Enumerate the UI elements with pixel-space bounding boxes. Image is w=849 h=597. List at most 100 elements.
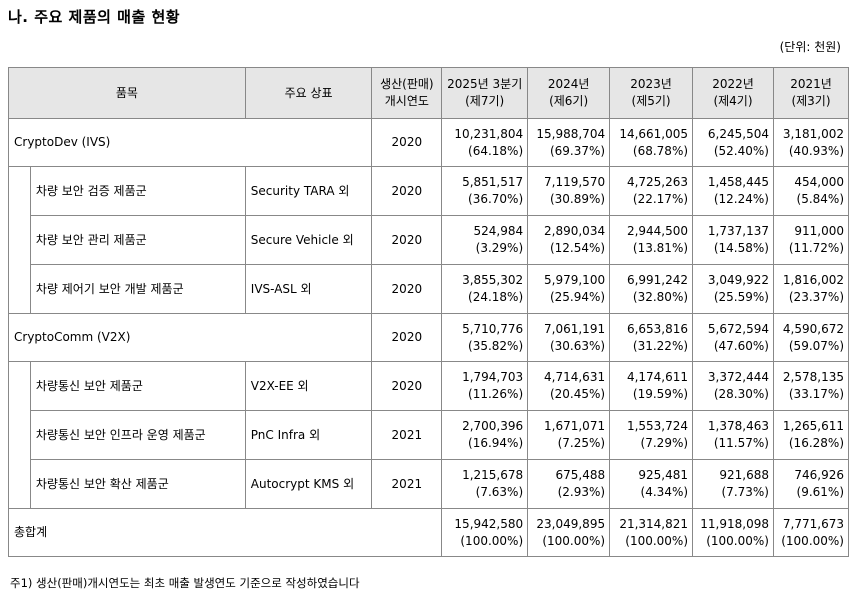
amount: 10,231,804 <box>454 126 524 141</box>
value-cell: 921,688 (7.73%) <box>692 459 774 509</box>
amount: 4,174,611 <box>626 370 689 384</box>
value-cell: 1,458,445 (12.24%) <box>692 166 774 216</box>
value-cell: 1,816,002 (23.37%) <box>772 264 849 314</box>
value-cell: 2,578,135 (33.17%) <box>772 361 849 411</box>
amount: 1,265,611 <box>782 419 844 433</box>
percentage: (100.00%) <box>542 533 606 548</box>
value-cell: 10,231,804 (64.18%) <box>441 118 529 167</box>
percentage: (11.72%) <box>788 241 844 255</box>
amount: 4,590,672 <box>782 321 844 336</box>
brand-name: Autocrypt KMS 외 <box>244 459 373 509</box>
amount: 5,672,594 <box>707 321 769 336</box>
percentage: (59.07%) <box>788 338 844 353</box>
header-period-year: 2023년 <box>630 77 672 91</box>
header-period-term: (제4기) <box>713 94 753 108</box>
percentage: (22.17%) <box>632 192 689 206</box>
percentage: (100.00%) <box>460 533 524 548</box>
amount: 7,771,673 <box>782 516 844 531</box>
value-cell: 3,372,444 (28.30%) <box>692 361 774 411</box>
percentage: (100.00%) <box>781 533 844 548</box>
indent-cell <box>8 166 31 216</box>
amount: 675,488 <box>555 468 606 482</box>
value-cell: 7,061,191 (30.63%) <box>527 313 611 362</box>
header-period-term: (제6기) <box>549 94 589 108</box>
value-cell: 1,215,678 (7.63%) <box>441 459 529 509</box>
indent-cell <box>8 264 31 314</box>
value-cell: 1,378,463 (11.57%) <box>692 410 774 460</box>
start-year: 2020 <box>371 166 443 216</box>
amount: 15,942,580 <box>454 516 524 531</box>
brand-name: IVS-ASL 외 <box>244 264 373 314</box>
percentage: (7.63%) <box>475 485 524 499</box>
value-cell: 3,855,302 (24.18%) <box>441 264 529 314</box>
header-period-term: (제7기) <box>465 94 505 108</box>
section-title: 나. 주요 제품의 매출 현황 <box>8 8 181 26</box>
unit-label: (단위: 천원) <box>779 40 841 54</box>
percentage: (20.45%) <box>549 387 606 401</box>
start-year: 2020 <box>371 215 443 265</box>
amount: 6,991,242 <box>626 273 689 287</box>
value-cell: 11,918,098 (100.00%) <box>692 508 774 557</box>
value-cell: 454,000 (5.84%) <box>772 166 849 216</box>
percentage: (30.89%) <box>549 192 606 206</box>
amount: 3,372,444 <box>707 370 769 384</box>
amount: 911,000 <box>794 224 844 238</box>
brand-name: PnC Infra 외 <box>244 410 373 460</box>
amount: 23,049,895 <box>536 516 606 531</box>
value-cell: 1,737,137 (14.58%) <box>692 215 774 265</box>
amount: 21,314,821 <box>619 516 689 531</box>
value-cell: 911,000 (11.72%) <box>772 215 849 265</box>
percentage: (100.00%) <box>706 533 769 548</box>
percentage: (7.73%) <box>721 485 769 499</box>
value-cell: 4,174,611 (19.59%) <box>609 361 694 411</box>
amount: 1,553,724 <box>626 419 689 433</box>
value-cell: 15,942,580 (100.00%) <box>441 508 529 557</box>
product-name: 차량 보안 관리 제품군 <box>29 215 246 265</box>
percentage: (31.22%) <box>632 338 689 353</box>
amount: 925,481 <box>638 468 689 482</box>
table-row-group: CryptoDev (IVS) 2020 10,231,804 (64.18%)… <box>7 118 849 167</box>
percentage: (35.82%) <box>468 338 524 353</box>
percentage: (2.93%) <box>557 485 606 499</box>
total-label: 총합계 <box>7 508 443 557</box>
start-year: 2021 <box>371 459 443 509</box>
amount: 1,671,071 <box>544 419 606 433</box>
amount: 2,890,034 <box>544 224 606 238</box>
indent-cell <box>8 215 31 265</box>
group-name: CryptoComm (V2X) <box>7 313 373 362</box>
table-row-total: 총합계 15,942,580 (100.00%) 23,049,895 (100… <box>7 508 849 557</box>
amount: 14,661,005 <box>619 126 689 141</box>
value-cell: 1,553,724 (7.29%) <box>609 410 694 460</box>
percentage: (28.30%) <box>713 387 769 401</box>
value-cell: 15,988,704 (69.37%) <box>527 118 611 167</box>
value-cell: 5,851,517 (36.70%) <box>441 166 529 216</box>
value-cell: 524,984 (3.29%) <box>441 215 529 265</box>
header-start-year-line1: 생산(판매) <box>380 77 434 91</box>
amount: 11,918,098 <box>700 516 769 531</box>
brand-name: V2X-EE 외 <box>244 361 373 411</box>
percentage: (24.18%) <box>468 290 524 304</box>
product-name: 차량통신 보안 제품군 <box>29 361 246 411</box>
value-cell: 7,771,673 (100.00%) <box>772 508 849 557</box>
indent-cell <box>8 459 31 509</box>
start-year: 2020 <box>371 313 443 362</box>
percentage: (47.60%) <box>713 338 769 353</box>
amount: 921,688 <box>719 468 769 482</box>
table-row: 차량 보안 검증 제품군 Security TARA 외 2020 5,851,… <box>8 166 849 216</box>
header-item: 품목 <box>8 67 246 119</box>
amount: 4,725,263 <box>626 175 689 189</box>
value-cell: 2,700,396 (16.94%) <box>441 410 529 460</box>
percentage: (23.37%) <box>788 290 844 304</box>
value-cell: 2,944,500 (13.81%) <box>609 215 694 265</box>
percentage: (16.94%) <box>468 436 524 450</box>
amount: 15,988,704 <box>536 126 606 141</box>
amount: 7,119,570 <box>544 175 606 189</box>
amount: 6,245,504 <box>707 126 769 141</box>
brand-name: Secure Vehicle 외 <box>244 215 373 265</box>
amount: 746,926 <box>794 468 844 482</box>
amount: 1,737,137 <box>707 224 769 238</box>
value-cell: 925,481 (4.34%) <box>609 459 694 509</box>
brand-name: Security TARA 외 <box>244 166 373 216</box>
value-cell: 2,890,034 (12.54%) <box>527 215 611 265</box>
amount: 3,181,002 <box>782 126 844 141</box>
